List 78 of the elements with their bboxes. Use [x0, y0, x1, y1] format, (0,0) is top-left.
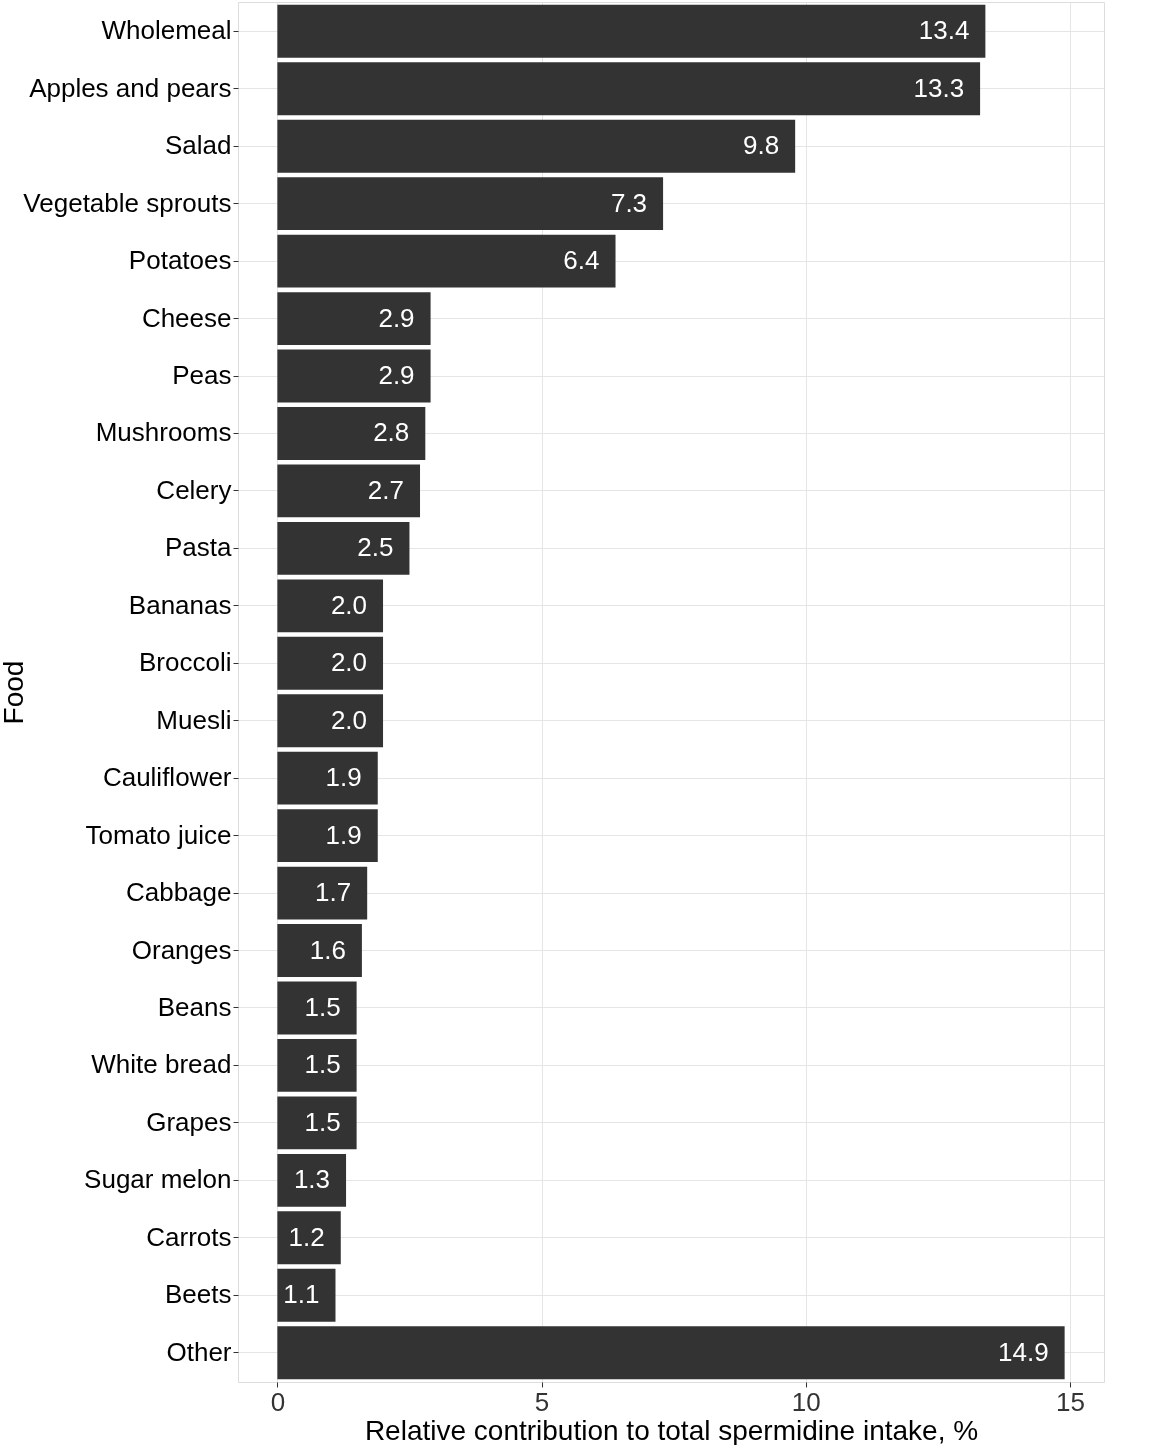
bar — [277, 407, 426, 460]
y-tick-label: Sugar melon — [84, 1164, 232, 1195]
data-label: 1.9 — [325, 762, 362, 793]
x-tick-label: 0 — [270, 1386, 286, 1417]
bar — [277, 1039, 357, 1092]
y-tick-label: Cauliflower — [102, 762, 232, 793]
data-label: 2.5 — [357, 532, 394, 563]
y-tick-label: Oranges — [131, 934, 232, 965]
data-label: 13.3 — [913, 72, 965, 103]
y-tick-label: Cabbage — [125, 877, 232, 908]
y-tick-label: Other — [166, 1336, 232, 1367]
data-label: 7.3 — [610, 187, 648, 218]
data-label: 13.4 — [918, 15, 970, 46]
bar — [277, 521, 410, 575]
y-tick-label: Cheese — [141, 302, 232, 333]
data-label: 14.9 — [998, 1336, 1049, 1367]
bar — [277, 1096, 357, 1150]
data-label: 2.9 — [378, 302, 415, 333]
y-tick-label: Bananas — [128, 589, 232, 620]
data-label: 2.9 — [378, 360, 415, 391]
y-tick-label: Grapes — [146, 1106, 232, 1137]
x-tick-label: 15 — [1055, 1386, 1085, 1417]
data-label: 2.0 — [330, 647, 368, 678]
data-label: 1.9 — [325, 819, 362, 850]
y-tick-label: Tomato juice — [85, 819, 232, 850]
y-tick-label: Peas — [172, 360, 232, 391]
data-label: 1.2 — [288, 1221, 325, 1252]
bar — [277, 1268, 336, 1322]
y-tick-label: Muesli — [156, 704, 232, 735]
x-tick-label: 10 — [791, 1386, 821, 1417]
y-tick-label: Apples and pears — [29, 72, 232, 103]
data-label: 2.7 — [367, 474, 405, 505]
bar — [277, 4, 986, 58]
bar — [277, 1211, 341, 1265]
y-tick-label: Carrots — [146, 1221, 232, 1252]
x-axis-title: Relative contribution to total spermidine intake, % — [364, 1414, 979, 1446]
y-tick-label: Wholemeal — [101, 15, 232, 46]
bar — [277, 119, 796, 173]
data-label: 1.5 — [304, 1049, 341, 1080]
bar — [277, 464, 421, 518]
bar — [277, 177, 664, 231]
bar — [277, 1153, 347, 1207]
y-tick-label: Salad — [165, 130, 232, 161]
data-label: 2.8 — [373, 417, 410, 448]
y-tick-label: Broccoli — [139, 647, 232, 678]
bar — [277, 809, 378, 863]
y-tick-label: Pasta — [165, 532, 233, 563]
bar — [277, 1326, 1065, 1380]
data-label: 1.5 — [304, 1106, 341, 1137]
y-tick-label: Mushrooms — [95, 417, 232, 448]
y-tick-label: Beets — [165, 1279, 232, 1310]
data-label: 2.0 — [330, 704, 368, 735]
data-label: 9.8 — [743, 130, 780, 161]
y-tick-label: Potatoes — [128, 245, 232, 276]
y-tick-label: Celery — [156, 474, 232, 505]
y-tick-label: White bread — [91, 1049, 232, 1080]
bar — [277, 234, 616, 288]
bar — [277, 579, 384, 633]
data-label: 1.1 — [283, 1279, 320, 1310]
data-label: 1.6 — [309, 934, 346, 965]
y-tick-label: Vegetable sprouts — [23, 187, 232, 218]
data-label: 1.5 — [304, 991, 341, 1022]
bar — [277, 349, 431, 403]
data-label: 2.0 — [330, 589, 368, 620]
bar — [277, 924, 362, 977]
bar — [277, 866, 368, 920]
x-tick-label: 5 — [534, 1386, 550, 1417]
y-tick-label: Beans — [157, 991, 232, 1022]
bar — [277, 981, 357, 1035]
bar — [277, 62, 981, 116]
data-label: 1.3 — [293, 1164, 331, 1195]
y-axis-title: Food — [0, 660, 29, 725]
data-label: 1.7 — [315, 877, 352, 908]
bar — [277, 292, 431, 345]
bar — [277, 751, 378, 805]
data-label: 6.4 — [563, 245, 600, 276]
bar — [277, 694, 384, 748]
bar — [277, 636, 384, 690]
